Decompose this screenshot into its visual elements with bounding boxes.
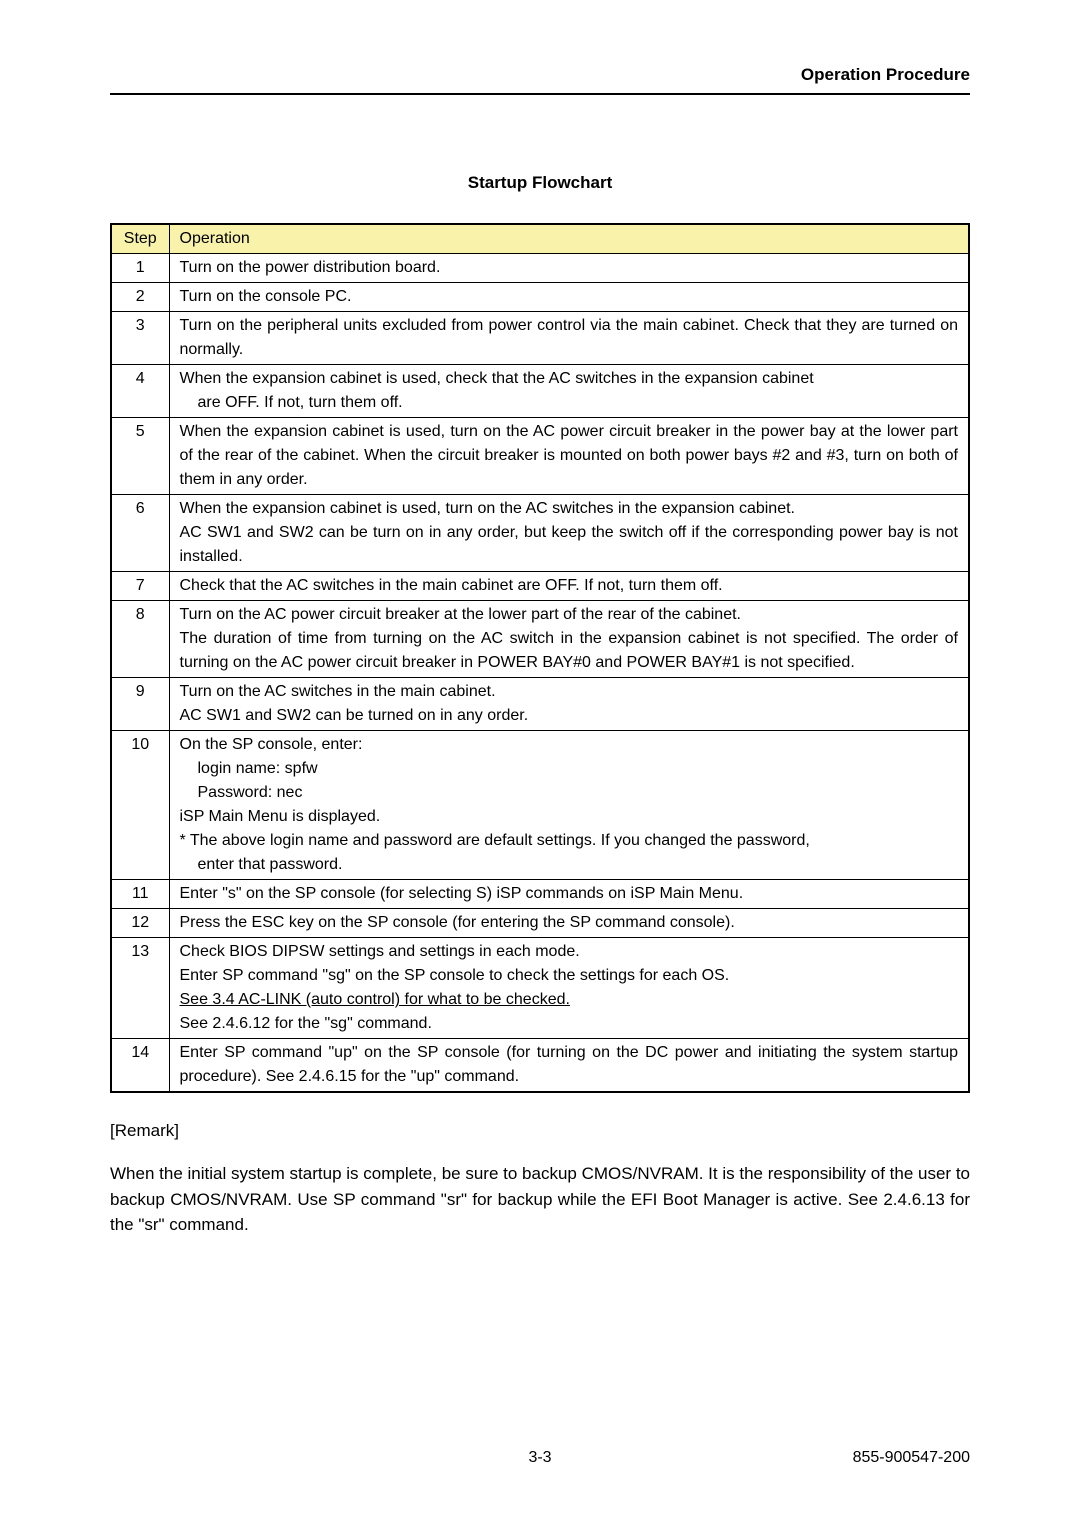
table-row: 14 Enter SP command "up" on the SP conso… [111, 1039, 969, 1093]
startup-table: Step Operation 1 Turn on the power distr… [110, 223, 970, 1093]
table-row: 11 Enter "s" on the SP console (for sele… [111, 880, 969, 909]
section-header: Operation Procedure [110, 65, 970, 95]
step-num: 2 [111, 283, 169, 312]
table-row: 6 When the expansion cabinet is used, tu… [111, 495, 969, 572]
step-num: 1 [111, 254, 169, 283]
op-line: Enter SP command "sg" on the SP console … [180, 967, 730, 984]
op-cell: On the SP console, enter: login name: sp… [169, 731, 969, 880]
op-line: iSP Main Menu is displayed. [180, 808, 381, 825]
op-line: See 2.4.6.12 for the "sg" command. [180, 1015, 432, 1032]
remark-label: [Remark] [110, 1121, 970, 1141]
step-num: 6 [111, 495, 169, 572]
table-row: 10 On the SP console, enter: login name:… [111, 731, 969, 880]
step-num: 3 [111, 312, 169, 365]
col-step: Step [111, 224, 169, 254]
table-row: 4 When the expansion cabinet is used, ch… [111, 365, 969, 418]
table-row: 5 When the expansion cabinet is used, tu… [111, 418, 969, 495]
op-cell: Press the ESC key on the SP console (for… [169, 909, 969, 938]
doc-number: 855-900547-200 [853, 1449, 970, 1467]
table-row: 7 Check that the AC switches in the main… [111, 572, 969, 601]
op-indent: Password: nec [180, 781, 959, 805]
table-row: 9 Turn on the AC switches in the main ca… [111, 678, 969, 731]
op-cell: Turn on the peripheral units excluded fr… [169, 312, 969, 365]
op-text-indent: are OFF. If not, turn them off. [180, 391, 959, 415]
op-line: AC SW1 and SW2 can be turned on in any o… [180, 707, 529, 724]
op-cell: Check that the AC switches in the main c… [169, 572, 969, 601]
step-num: 10 [111, 731, 169, 880]
step-num: 7 [111, 572, 169, 601]
remark-body: When the initial system startup is compl… [110, 1161, 970, 1238]
op-line: Turn on the AC switches in the main cabi… [180, 683, 496, 700]
op-line: AC SW1 and SW2 can be turn on in any ord… [180, 524, 959, 565]
op-line: When the expansion cabinet is used, turn… [180, 500, 796, 517]
op-line-underline: See 3.4 AC-LINK (auto control) for what … [180, 991, 570, 1008]
op-cell: When the expansion cabinet is used, chec… [169, 365, 969, 418]
table-row: 2 Turn on the console PC. [111, 283, 969, 312]
op-cell: When the expansion cabinet is used, turn… [169, 495, 969, 572]
op-cell: Check BIOS DIPSW settings and settings i… [169, 938, 969, 1039]
op-cell: Turn on the AC switches in the main cabi… [169, 678, 969, 731]
table-title: Startup Flowchart [110, 173, 970, 193]
step-num: 5 [111, 418, 169, 495]
table-row: 12 Press the ESC key on the SP console (… [111, 909, 969, 938]
op-cell: Turn on the AC power circuit breaker at … [169, 601, 969, 678]
table-row: 8 Turn on the AC power circuit breaker a… [111, 601, 969, 678]
step-num: 13 [111, 938, 169, 1039]
page-footer: 3-3 855-900547-200 [110, 1449, 970, 1467]
op-indent: login name: spfw [180, 757, 959, 781]
table-row: 3 Turn on the peripheral units excluded … [111, 312, 969, 365]
op-indent: enter that password. [180, 853, 959, 877]
op-cell: When the expansion cabinet is used, turn… [169, 418, 969, 495]
op-line: The duration of time from turning on the… [180, 630, 959, 671]
step-num: 8 [111, 601, 169, 678]
op-text: When the expansion cabinet is used, chec… [180, 370, 814, 387]
op-cell: Turn on the power distribution board. [169, 254, 969, 283]
op-line: On the SP console, enter: [180, 736, 363, 753]
table-header-row: Step Operation [111, 224, 969, 254]
table-row: 1 Turn on the power distribution board. [111, 254, 969, 283]
step-num: 9 [111, 678, 169, 731]
op-cell: Enter "s" on the SP console (for selecti… [169, 880, 969, 909]
op-line: Turn on the AC power circuit breaker at … [180, 606, 741, 623]
col-operation: Operation [169, 224, 969, 254]
step-num: 14 [111, 1039, 169, 1093]
op-line: Check BIOS DIPSW settings and settings i… [180, 943, 580, 960]
op-cell: Enter SP command "up" on the SP console … [169, 1039, 969, 1093]
step-num: 4 [111, 365, 169, 418]
op-cell: Turn on the console PC. [169, 283, 969, 312]
step-num: 12 [111, 909, 169, 938]
op-line: * The above login name and password are … [180, 832, 810, 849]
table-row: 13 Check BIOS DIPSW settings and setting… [111, 938, 969, 1039]
page-number: 3-3 [528, 1449, 551, 1467]
step-num: 11 [111, 880, 169, 909]
